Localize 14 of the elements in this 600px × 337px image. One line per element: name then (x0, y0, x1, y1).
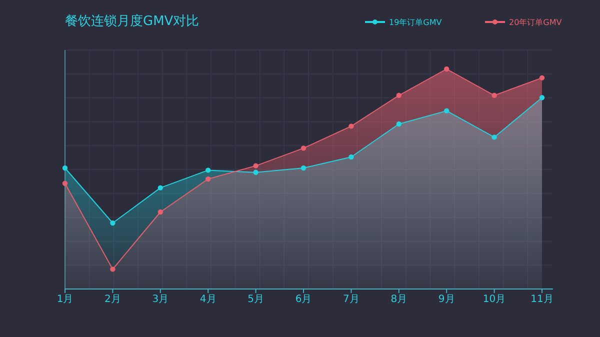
x-tick-label: 3月 (152, 294, 169, 305)
x-tick-label: 11月 (530, 294, 554, 305)
x-tick-label: 6月 (295, 294, 312, 305)
legend-label: 19年订单GMV (389, 18, 442, 27)
x-tick-label: 1月 (56, 294, 74, 305)
x-tick-label: 8月 (390, 294, 408, 305)
x-tick-label: 5月 (248, 294, 264, 305)
x-tick-label: 10月 (482, 294, 506, 305)
x-tick-label: 7月 (343, 294, 360, 305)
x-tick-label: 4月 (200, 294, 216, 305)
legend-label: 20年订单GMV (509, 18, 562, 27)
chart-title: 餐饮连锁月度GMV对比 (65, 13, 200, 29)
x-tick-label: 9月 (438, 294, 455, 305)
x-tick-label: 2月 (104, 294, 121, 305)
